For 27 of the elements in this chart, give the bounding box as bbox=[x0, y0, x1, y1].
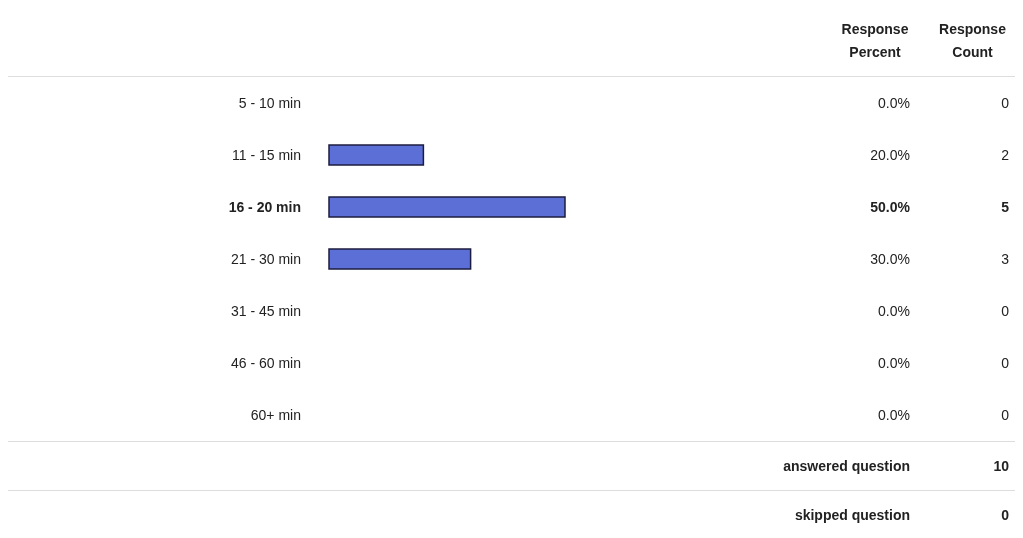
text: 0 bbox=[1001, 302, 1009, 320]
data-label: 0.0% bbox=[878, 354, 910, 372]
y-tick-label: 5 - 10 min bbox=[238, 95, 301, 111]
text: 0 bbox=[1001, 406, 1009, 424]
data-label: 0.0% bbox=[878, 406, 910, 424]
y-tick-label: 16 - 20 min bbox=[228, 199, 301, 215]
text: Response Percent bbox=[840, 20, 910, 62]
data-label: 0.0% bbox=[878, 302, 910, 320]
text: skipped question bbox=[794, 507, 910, 523]
y-tick-label: 31 - 45 min bbox=[230, 303, 301, 319]
text: 0 bbox=[1001, 94, 1009, 112]
text: 2 bbox=[1001, 146, 1009, 164]
y-tick-label: 11 - 15 min bbox=[232, 147, 301, 163]
y-tick-label: 21 - 30 min bbox=[230, 251, 301, 267]
y-tick-label: 46 - 60 min bbox=[230, 355, 301, 371]
text: Response Count bbox=[938, 20, 1007, 62]
data-label: 20.0% bbox=[870, 146, 910, 164]
data-label: 30.0% bbox=[870, 250, 910, 268]
text: answered question bbox=[783, 458, 910, 474]
y-tick-label: 60+ min bbox=[250, 407, 301, 423]
text: 10 bbox=[993, 458, 1009, 474]
data-label: 50.0% bbox=[870, 198, 910, 216]
text: 3 bbox=[1001, 250, 1009, 268]
text: 5 bbox=[1001, 198, 1009, 216]
text: 0 bbox=[1001, 507, 1009, 523]
data-label: 0.0% bbox=[878, 94, 910, 112]
text: 0 bbox=[1001, 354, 1009, 372]
